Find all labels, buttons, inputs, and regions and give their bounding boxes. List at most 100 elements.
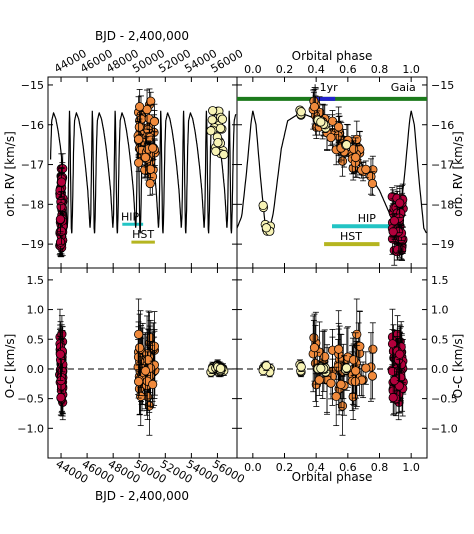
point-mid xyxy=(351,152,361,163)
top-ylabel-left: orb. RV [km/s] xyxy=(3,131,17,217)
point-mid xyxy=(361,164,371,174)
point-late xyxy=(296,107,306,117)
y-tick-label: −17 xyxy=(21,159,44,172)
point-mid xyxy=(145,164,156,174)
y-tick-label: 1.5 xyxy=(431,274,449,287)
point-early xyxy=(387,366,398,376)
point-late xyxy=(215,363,226,374)
band-label-gaia: Gaia xyxy=(391,81,416,94)
y-tick-label: −15 xyxy=(431,79,454,92)
y-tick-label: 1.0 xyxy=(27,304,45,317)
point-mid xyxy=(145,178,155,189)
band-label-hip: HIP xyxy=(358,212,377,225)
point-mid xyxy=(337,401,348,411)
y-tick-label: −17 xyxy=(431,159,454,172)
point-late xyxy=(207,115,217,125)
point-mid xyxy=(337,156,348,166)
y-tick-label: −19 xyxy=(431,238,454,251)
point-mid xyxy=(134,134,144,144)
point-late xyxy=(215,123,226,133)
band-label-1yr: +1yr xyxy=(310,81,338,94)
x-tick-label: 0.4 xyxy=(307,63,325,76)
point-early xyxy=(55,185,65,196)
point-early xyxy=(388,392,398,403)
y-tick-label: 0.0 xyxy=(27,363,45,376)
annotation-hst: HST xyxy=(132,228,154,241)
point-late xyxy=(217,114,228,124)
y-tick-label: −1.0 xyxy=(17,422,44,435)
point-mid xyxy=(146,96,156,106)
point-early xyxy=(55,214,65,224)
point-mid xyxy=(135,343,145,353)
y-tick-label: −18 xyxy=(21,198,44,211)
point-mid xyxy=(334,122,344,132)
top-right-xlabel: Orbital phase xyxy=(292,49,373,63)
point-late xyxy=(208,106,218,116)
point-late xyxy=(316,117,326,127)
point-mid xyxy=(367,371,378,381)
y-tick-label: 1.5 xyxy=(27,274,45,287)
point-mid xyxy=(309,102,320,112)
x-tick-label: 0.8 xyxy=(371,63,389,76)
point-late xyxy=(261,223,271,233)
top-ylabel-right: orb. RV [km/s] xyxy=(451,131,465,217)
y-tick-label: 0.0 xyxy=(431,363,449,376)
point-mid xyxy=(351,366,361,376)
y-tick-label: 1.0 xyxy=(431,304,449,317)
point-mid xyxy=(368,344,378,354)
point-mid xyxy=(134,122,144,132)
point-mid xyxy=(135,102,145,112)
point-mid xyxy=(136,391,146,401)
point-mid xyxy=(309,333,319,343)
point-mid xyxy=(326,378,336,388)
y-tick-label: −16 xyxy=(21,119,44,132)
point-late xyxy=(211,146,221,156)
point-late xyxy=(316,363,326,374)
point-mid xyxy=(361,363,371,373)
top-left-xlabel: BJD - 2,400,000 xyxy=(95,29,189,43)
point-late xyxy=(296,362,306,372)
y-tick-label: −0.5 xyxy=(17,393,44,406)
y-tick-label: −16 xyxy=(431,119,454,132)
point-late xyxy=(219,149,229,160)
point-early xyxy=(388,227,398,237)
point-early xyxy=(56,392,66,403)
plot-layer: 44000460004800050000520005400056000−15−1… xyxy=(17,47,457,486)
point-mid xyxy=(336,379,346,390)
point-mid xyxy=(331,391,341,401)
x-tick-label: 0.2 xyxy=(276,63,294,76)
bottom-left-xlabel: BJD - 2,400,000 xyxy=(95,489,189,503)
point-late xyxy=(342,140,352,150)
point-late xyxy=(213,137,223,148)
point-mid xyxy=(352,134,362,144)
band-label-hst: HST xyxy=(340,230,362,243)
point-mid xyxy=(134,329,144,339)
x-tick-label: 0.4 xyxy=(307,461,325,474)
point-late xyxy=(261,361,271,371)
point-early xyxy=(387,339,398,349)
point-mid xyxy=(367,178,378,189)
x-tick-label: 0.2 xyxy=(276,461,294,474)
point-early xyxy=(56,177,67,187)
point-mid xyxy=(349,355,359,365)
point-mid xyxy=(140,152,151,163)
point-early xyxy=(56,226,67,236)
point-mid xyxy=(134,158,144,168)
x-tick-label: 1.0 xyxy=(402,461,420,474)
x-tick-label: 0.8 xyxy=(371,461,389,474)
point-early xyxy=(395,198,405,208)
point-late xyxy=(258,200,268,211)
point-late xyxy=(206,126,216,136)
panel-frame xyxy=(236,267,428,459)
point-mid xyxy=(314,375,324,385)
point-early xyxy=(55,237,66,247)
point-mid xyxy=(143,355,153,365)
x-tick-label: 1.0 xyxy=(402,63,420,76)
y-tick-label: −0.5 xyxy=(431,393,458,406)
point-early xyxy=(56,202,66,212)
y-tick-label: −18 xyxy=(431,198,454,211)
bottom-right-xlabel: Orbital phase xyxy=(292,470,373,484)
point-mid xyxy=(326,133,336,143)
bottom-ylabel-right: O-C [km/s] xyxy=(451,334,465,399)
